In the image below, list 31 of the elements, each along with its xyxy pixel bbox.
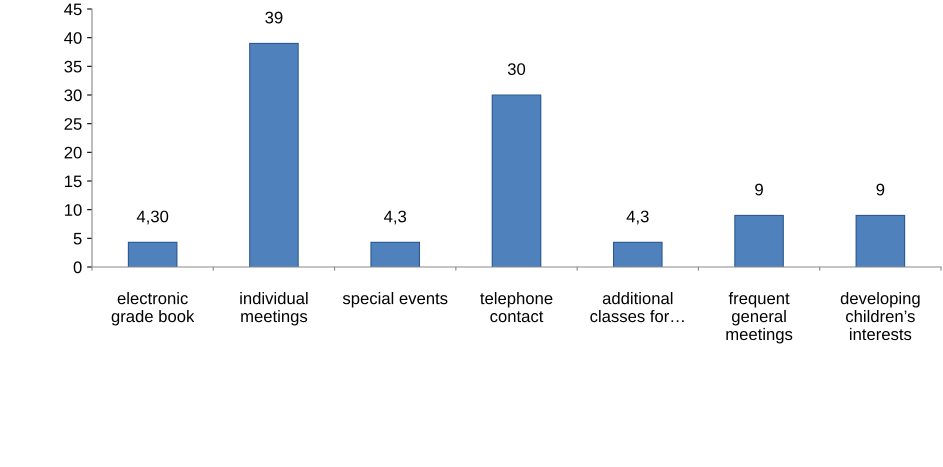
- bar: [612, 242, 663, 267]
- data-label: 39: [265, 12, 282, 24]
- y-tick-label: 20: [64, 146, 82, 159]
- bar: [370, 242, 420, 267]
- data-label: 4,3: [384, 210, 406, 224]
- data-label: 4,3: [626, 210, 649, 224]
- x-tick-label: special events: [342, 292, 448, 308]
- bar: [856, 214, 906, 267]
- data-label: 9: [876, 184, 884, 196]
- bar: [492, 94, 542, 267]
- data-label: 9: [755, 184, 763, 196]
- x-tick-label: electronic grade book: [112, 292, 194, 326]
- data-label: 4,30: [136, 210, 168, 224]
- y-tick-label: 45: [64, 4, 82, 16]
- x-tick-label: frequent general meetings: [726, 292, 792, 344]
- y-tick-label: 40: [64, 32, 82, 44]
- bar: [128, 242, 178, 267]
- y-tick-label: 0: [74, 261, 82, 274]
- y-tick-label: 25: [64, 118, 82, 130]
- y-tick-label: 15: [65, 176, 82, 188]
- x-tick-label: telephone contact: [480, 292, 552, 322]
- y-tick-label: 30: [64, 89, 82, 102]
- x-tick-label: additional classes for…: [590, 292, 684, 322]
- y-tick-label: 10: [65, 204, 82, 216]
- x-tick-label: developing children’s interests: [840, 292, 920, 340]
- x-tick-label: individual meetings: [240, 292, 308, 326]
- data-label: 30: [508, 63, 526, 76]
- y-tick-label: 5: [74, 232, 82, 245]
- bar: [249, 42, 299, 267]
- y-tick-label: 35: [64, 60, 82, 73]
- bar: [734, 214, 784, 267]
